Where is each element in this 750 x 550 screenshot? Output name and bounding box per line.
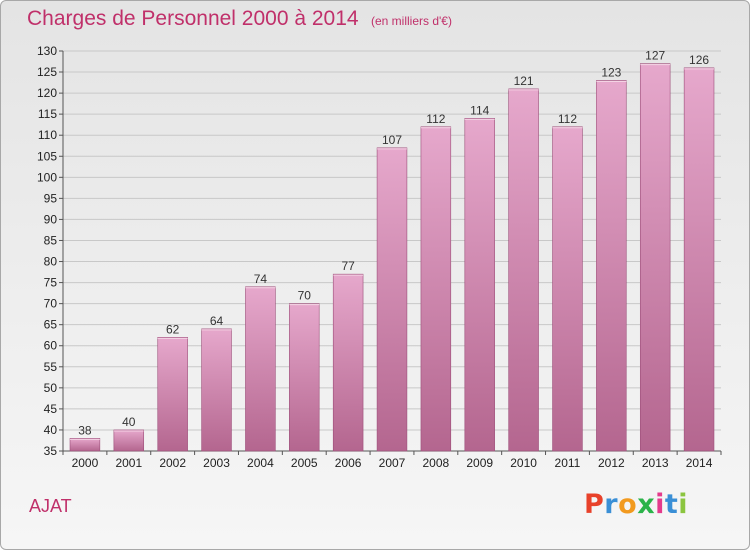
logo-letter: o bbox=[618, 489, 638, 520]
bar bbox=[464, 118, 495, 452]
y-tick-label: 85 bbox=[44, 233, 58, 247]
logo-letter: i bbox=[678, 489, 689, 520]
y-tick-label: 70 bbox=[44, 297, 58, 311]
bar bbox=[332, 273, 364, 452]
y-tick-label: 115 bbox=[38, 107, 57, 121]
x-tick-label: 2012 bbox=[598, 456, 625, 470]
chart-subtitle: (en milliers d'€) bbox=[371, 14, 452, 28]
y-tick-label: 120 bbox=[37, 86, 57, 100]
x-tick-label: 2008 bbox=[423, 456, 450, 470]
x-tick-label: 2005 bbox=[291, 456, 318, 470]
data-label: 127 bbox=[645, 49, 665, 63]
bar bbox=[552, 126, 583, 452]
data-label: 112 bbox=[558, 112, 577, 126]
y-tick-label: 75 bbox=[44, 276, 58, 290]
bar bbox=[639, 63, 671, 452]
y-tick-label: 105 bbox=[37, 149, 57, 163]
y-tick-label: 130 bbox=[37, 44, 57, 58]
data-label: 107 bbox=[382, 133, 402, 147]
x-tick-label: 2009 bbox=[466, 456, 493, 470]
data-label: 62 bbox=[166, 322, 180, 336]
logo-letter: x bbox=[637, 489, 656, 520]
y-tick-label: 40 bbox=[44, 423, 58, 437]
bar bbox=[201, 328, 232, 452]
x-tick-label: 2007 bbox=[379, 456, 406, 470]
bar bbox=[69, 438, 101, 452]
bar bbox=[508, 88, 539, 452]
y-tick-label: 125 bbox=[37, 65, 57, 79]
y-tick-label: 80 bbox=[44, 255, 58, 269]
y-tick-label: 35 bbox=[44, 444, 58, 458]
x-tick-label: 2002 bbox=[159, 456, 186, 470]
x-tick-label: 2014 bbox=[686, 456, 713, 470]
y-tick-label: 50 bbox=[44, 381, 58, 395]
x-tick-label: 2003 bbox=[203, 456, 230, 470]
logo-letter: r bbox=[604, 489, 619, 520]
bar bbox=[596, 80, 627, 452]
bar bbox=[113, 429, 145, 452]
data-label: 38 bbox=[78, 423, 92, 437]
y-tick-label: 95 bbox=[44, 191, 58, 205]
x-tick-label: 2000 bbox=[72, 456, 99, 470]
data-label: 114 bbox=[470, 103, 489, 117]
data-label: 126 bbox=[689, 53, 709, 67]
y-tick-label: 100 bbox=[37, 170, 57, 184]
data-label: 70 bbox=[298, 289, 312, 303]
logo-letter: t bbox=[664, 489, 679, 520]
y-tick-label: 65 bbox=[44, 318, 58, 332]
y-tick-label: 45 bbox=[44, 402, 58, 416]
y-tick-label: 90 bbox=[44, 212, 58, 226]
x-tick-label: 2004 bbox=[247, 456, 274, 470]
x-tick-label: 2011 bbox=[555, 456, 581, 470]
data-label: 121 bbox=[514, 74, 534, 88]
commune-name: AJAT bbox=[29, 496, 72, 516]
logo-letter: i bbox=[655, 489, 665, 520]
y-tick-label: 110 bbox=[38, 128, 57, 142]
x-tick-label: 2006 bbox=[335, 456, 362, 470]
bar bbox=[289, 303, 320, 452]
labels: 38 2000 40 2001 62 2002 64 2003 74 2004 70 2005 77 20… bbox=[72, 49, 713, 470]
bars bbox=[69, 63, 715, 452]
bar bbox=[420, 126, 452, 452]
x-tick-label: 2001 bbox=[115, 456, 142, 470]
y-tick-label: 60 bbox=[44, 339, 58, 353]
chart-title: Charges de Personnel 2000 à 2014 bbox=[27, 7, 359, 30]
data-label: 112 bbox=[426, 112, 445, 126]
bar bbox=[157, 337, 188, 452]
data-label: 74 bbox=[254, 272, 268, 286]
x-tick-label: 2010 bbox=[510, 456, 537, 470]
bar bbox=[683, 67, 715, 452]
data-label: 77 bbox=[341, 259, 355, 273]
data-label: 64 bbox=[210, 314, 224, 328]
logo-letter: P bbox=[584, 489, 605, 520]
data-label: 40 bbox=[122, 415, 136, 429]
bar bbox=[376, 147, 408, 452]
bar bbox=[245, 286, 276, 452]
x-tick-label: 2013 bbox=[642, 456, 669, 470]
proxiti-logo[interactable]: Proxiti bbox=[584, 489, 688, 520]
y-tick-label: 55 bbox=[44, 360, 58, 374]
data-label: 123 bbox=[601, 65, 621, 79]
